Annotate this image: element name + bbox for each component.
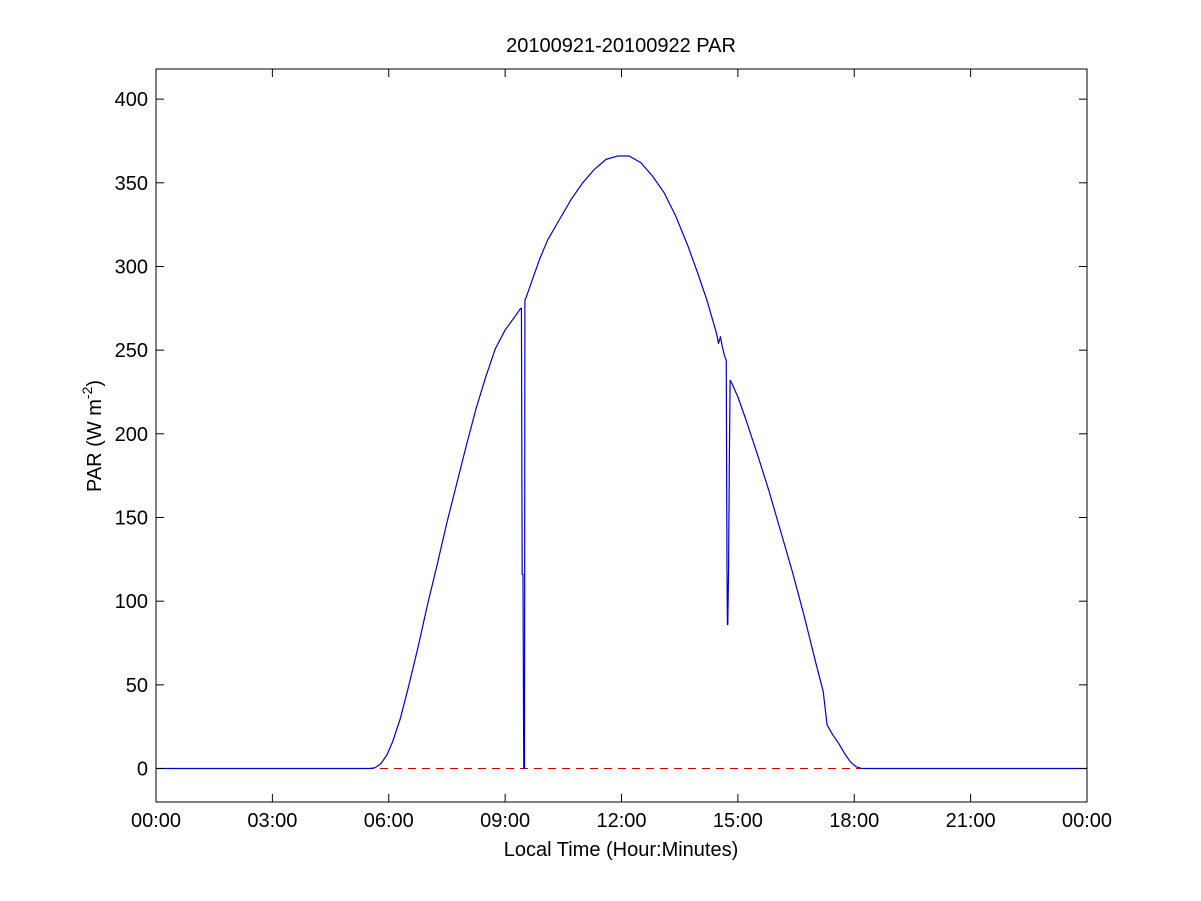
x-tick-label: 00:00 xyxy=(131,810,181,832)
y-tick-label: 100 xyxy=(115,591,148,613)
chart-title: 20100921-20100922 PAR xyxy=(506,35,736,57)
y-tick-label: 400 xyxy=(115,89,148,111)
y-axis-label: PAR (W m-2) xyxy=(79,380,106,492)
x-tick-label: 03:00 xyxy=(247,810,297,832)
x-tick-label: 00:00 xyxy=(1062,810,1112,832)
x-tick-label: 21:00 xyxy=(946,810,996,832)
y-axis-label-superscript: -2 xyxy=(79,386,95,399)
y-tick-label: 250 xyxy=(115,340,148,362)
x-tick-label: 15:00 xyxy=(713,810,763,832)
x-tick-label: 12:00 xyxy=(596,810,646,832)
y-axis-label-main: PAR (W m xyxy=(84,399,106,492)
y-tick-label: 0 xyxy=(137,759,148,781)
y-axis-ticks: 0 50 100 150 200 250 300 350 400 xyxy=(115,89,1087,781)
x-axis-label: Local Time (Hour:Minutes) xyxy=(504,839,739,861)
y-tick-label: 300 xyxy=(115,256,148,278)
x-tick-label: 18:00 xyxy=(829,810,879,832)
y-tick-label: 200 xyxy=(115,424,148,446)
series-line-par xyxy=(156,155,1087,770)
x-tick-label: 06:00 xyxy=(364,810,414,832)
y-axis-label-close: ) xyxy=(84,380,106,387)
y-tick-label: 50 xyxy=(126,675,148,697)
y-tick-label: 350 xyxy=(115,173,148,195)
y-tick-label: 150 xyxy=(115,508,148,530)
x-axis-ticks: 00:00 03:00 06:00 09:00 12:00 15:00 18:00 21:00… xyxy=(131,69,1112,832)
x-tick-label: 09:00 xyxy=(480,810,530,832)
